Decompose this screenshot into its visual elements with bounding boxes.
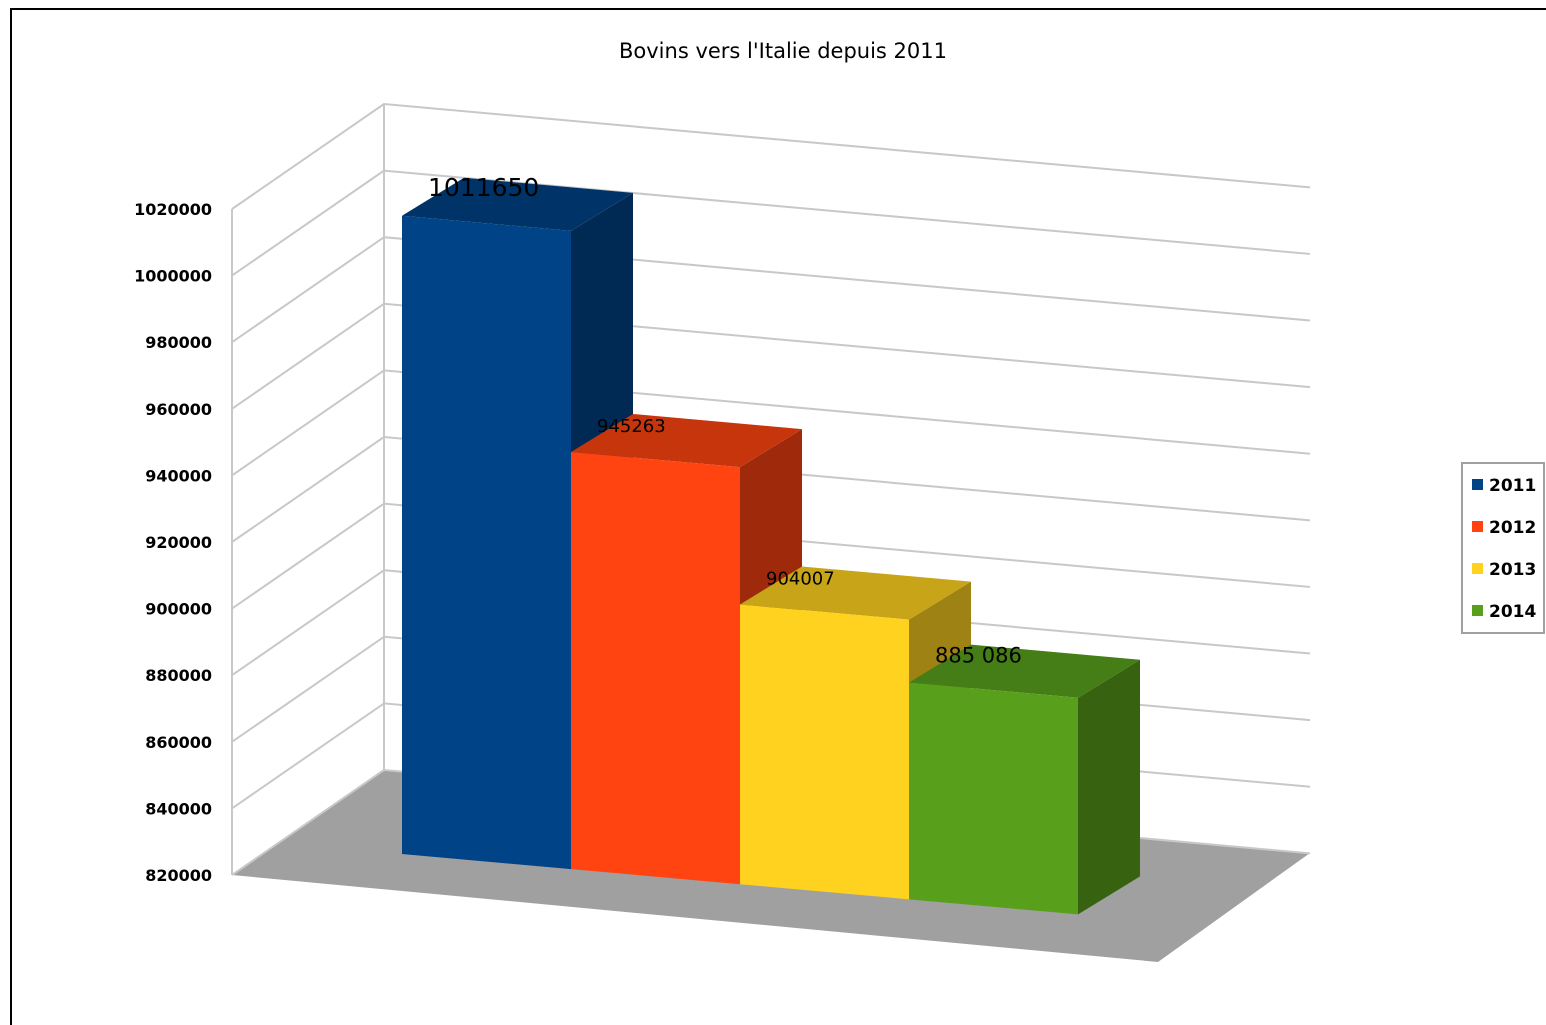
y-tick-label: 1020000 [134,200,212,219]
legend-swatch-2012 [1472,521,1483,532]
legend-label-2013: 2013 [1489,560,1536,580]
y-tick-label: 860000 [145,733,212,752]
bar-top [740,566,971,620]
bar-top [402,177,633,231]
bar-top [571,413,802,468]
y-tick-label: 900000 [145,600,212,619]
data-label-2013: 904007 [766,568,835,589]
gridline [231,169,1311,277]
data-label-2014: 885 086 [935,644,1022,668]
bar-2012 [571,451,740,885]
bar-top [909,644,1140,698]
data-label-2012: 945263 [597,416,666,437]
legend-label-2014: 2014 [1489,602,1536,622]
legend-box [1461,462,1545,634]
y-tick-label: 960000 [145,400,212,419]
gridline [231,302,1311,410]
data-label-2011: 1011650 [428,173,539,202]
bar-2013 [740,604,909,900]
y-tick-label: 880000 [145,666,212,685]
legend-swatch-2011 [1472,479,1483,490]
y-tick-label: 920000 [145,533,212,552]
y-tick-label: 980000 [145,333,212,352]
chart-frame [10,8,1546,1025]
bar-2014 [909,682,1078,915]
y-tick-label: 820000 [145,866,212,885]
legend-swatch-2014 [1472,605,1483,616]
legend-label-2012: 2012 [1489,518,1536,538]
legend-label-2011: 2011 [1489,476,1536,496]
bar-2011 [402,215,571,870]
gridline [231,236,1311,344]
bar-side [1078,659,1140,915]
chart-title: Bovins vers l'Italie depuis 2011 [619,39,947,63]
y-tick-label: 840000 [145,799,212,818]
y-tick-label: 940000 [145,466,212,485]
gridline [231,102,1311,210]
legend-swatch-2013 [1472,563,1483,574]
y-tick-label: 1000000 [134,267,212,286]
